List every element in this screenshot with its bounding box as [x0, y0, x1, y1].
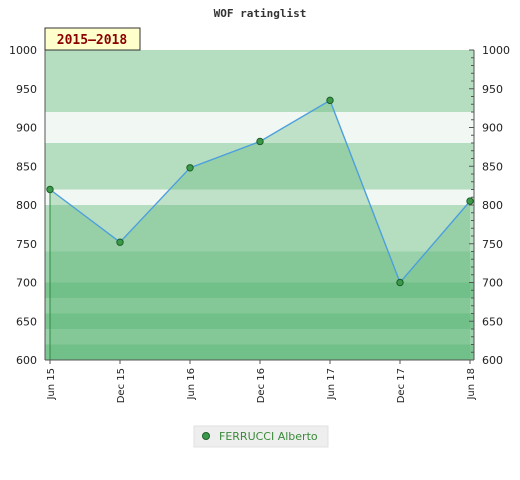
period-badge-box: [44, 27, 141, 51]
y-tick-label-right: 750: [482, 238, 503, 251]
background-band: [45, 189, 474, 205]
y-tick-label-left: 850: [16, 160, 37, 173]
y-tick-label-left: 650: [16, 315, 37, 328]
background-band: [45, 344, 474, 360]
background-band: [45, 143, 474, 159]
y-tick-label-left: 600: [16, 354, 37, 367]
period-badge-label: 2015–2018: [57, 33, 128, 48]
x-tick-label: Jun 15: [46, 368, 57, 401]
y-tick-label-right: 700: [482, 277, 503, 290]
background-band: [45, 81, 474, 97]
background-band: [45, 65, 474, 81]
x-tick-label: Jun 18: [466, 368, 477, 401]
background-band: [45, 158, 474, 174]
y-tick-label-right: 850: [482, 160, 503, 173]
axes: 600 600 650 650 700 700 750 750 800 800 850 850 900 9…: [9, 44, 510, 403]
x-tick-label: Dec 15: [116, 368, 127, 403]
y-tick-label-right: 600: [482, 354, 503, 367]
legend-box: [193, 425, 329, 448]
data-point: [326, 96, 334, 105]
y-tick-label-right: 650: [482, 315, 503, 328]
y-tick-label-left: 750: [16, 238, 37, 251]
y-tick-label-right: 1000: [482, 44, 510, 57]
background-band: [45, 267, 474, 283]
x-tick-label: Dec 16: [256, 368, 267, 403]
data-point: [396, 278, 404, 287]
background-band: [45, 298, 474, 314]
x-tick-label: Jun 17: [326, 368, 337, 401]
data-point: [46, 185, 54, 194]
chart-title: WOF ratinglist: [214, 7, 307, 20]
y-tick-label-left: 900: [16, 122, 37, 135]
background-band: [45, 282, 474, 298]
background-band: [45, 174, 474, 190]
y-tick-label-left: 1000: [9, 44, 37, 57]
period-badge: 2015–2018: [44, 27, 141, 51]
background-band: [45, 96, 474, 112]
y-tick-label-right: 900: [482, 122, 503, 135]
data-point: [466, 197, 474, 205]
y-tick-label-right: 950: [482, 83, 503, 96]
background-bands: [45, 50, 474, 360]
background-band: [45, 329, 474, 345]
y-tick-label-left: 950: [16, 83, 37, 96]
background-band: [45, 112, 474, 128]
data-point: [256, 137, 264, 146]
series-markers: [46, 96, 474, 287]
data-point: [186, 164, 194, 172]
background-band: [45, 220, 474, 236]
x-tick-label: Jun 16: [186, 368, 197, 401]
x-tick-label: Dec 17: [396, 368, 407, 403]
background-band: [45, 313, 474, 329]
background-band: [45, 236, 474, 252]
background-band: [45, 127, 474, 143]
data-point: [116, 238, 124, 246]
y-tick-label-left: 800: [16, 199, 37, 212]
background-band: [45, 50, 474, 66]
series-area: [50, 100, 470, 360]
y-tick-label-left: 700: [16, 277, 37, 290]
y-tick-label-right: 800: [482, 199, 503, 212]
background-band: [45, 251, 474, 267]
legend-marker: [202, 432, 210, 440]
legend[interactable]: FERRUCCI Alberto: [193, 425, 329, 448]
legend-series-label: FERRUCCI Alberto: [219, 430, 318, 443]
